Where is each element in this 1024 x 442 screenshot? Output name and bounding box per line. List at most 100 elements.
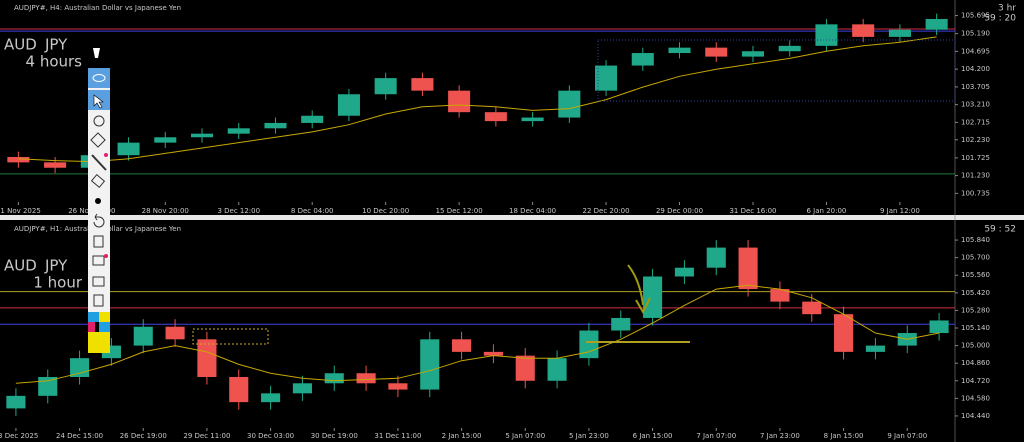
x-tick-label: 22 Dec 20:00: [583, 207, 630, 215]
x-tick-label: 30 Dec 19:00: [311, 432, 358, 440]
color-swatch[interactable]: [99, 312, 110, 322]
candle-body: [374, 78, 397, 95]
x-tick-label: 31 Dec 16:00: [729, 207, 776, 215]
toolbar-panel: [88, 68, 110, 353]
candle-body: [44, 162, 67, 168]
x-tick-label: 18 Dec 04:00: [509, 207, 556, 215]
candle-body: [154, 137, 177, 143]
candle-body: [70, 358, 90, 377]
x-tick-label: 9 Jan 12:00: [880, 207, 920, 215]
candle-body: [117, 142, 140, 156]
candle-body: [579, 330, 599, 359]
annotation-arrowhead: [635, 297, 651, 315]
x-tick-label: 3 Dec 12:00: [217, 207, 260, 215]
color-swatch[interactable]: [99, 322, 110, 332]
tool-icon[interactable]: [92, 276, 105, 287]
eye-icon: [92, 74, 106, 82]
moving-average: [15, 284, 940, 384]
tool-icon[interactable]: [90, 174, 106, 188]
y-tick-label: 102.230: [961, 136, 990, 144]
candle-body: [229, 377, 249, 403]
candle-body: [852, 24, 875, 37]
candle-body: [515, 355, 535, 381]
x-tick-label: 28 Nov 20:00: [142, 207, 189, 215]
y-tick-label: 102.715: [961, 118, 990, 126]
candle-body: [595, 65, 618, 91]
color-swatch[interactable]: [88, 322, 95, 332]
candle-body: [802, 301, 822, 315]
candle-body: [448, 90, 471, 113]
y-tick-label: 105.280: [961, 306, 990, 314]
tool-dot: [104, 254, 108, 258]
pen-icon[interactable]: [93, 48, 100, 58]
symbol-base: AUD: [4, 257, 37, 275]
symbol-quote: JPY: [44, 257, 68, 275]
y-tick-label: 105.140: [961, 324, 990, 332]
candle-body: [388, 383, 408, 390]
candle-body: [547, 358, 567, 381]
y-tick-label: 105.000: [961, 342, 990, 350]
candle-body: [925, 18, 948, 30]
candle-body: [483, 351, 503, 356]
y-tick-label: 100.735: [961, 189, 990, 197]
candle-body: [631, 53, 654, 66]
x-tick-label: 31 Dec 11:00: [374, 432, 421, 440]
x-tick-label: 5 Jan 07:00: [505, 432, 545, 440]
color-swatch[interactable]: [95, 322, 99, 332]
y-tick-label: 105.560: [961, 271, 990, 279]
candle-body: [558, 90, 581, 118]
color-swatch[interactable]: [88, 332, 110, 353]
zone-box: [192, 328, 269, 345]
symbol-quote: JPY: [44, 36, 68, 54]
cursor-icon: [93, 94, 104, 109]
y-tick-label: 105.695: [961, 12, 990, 20]
bar-timer: 59 : 52: [984, 225, 1016, 235]
candle-body: [197, 339, 217, 377]
tool-icon[interactable]: [90, 132, 106, 148]
candle-body: [834, 314, 854, 352]
tool-eye[interactable]: [88, 68, 110, 88]
tool-icon[interactable]: [93, 115, 105, 127]
candle-body: [301, 115, 324, 123]
candle-body: [611, 317, 631, 331]
candle-body: [6, 395, 26, 409]
tool-icon[interactable]: [92, 255, 105, 266]
x-tick-label: 29 Dec 00:00: [656, 207, 703, 215]
x-tick-label: 7 Jan 07:00: [696, 432, 736, 440]
x-tick-label: 9 Jan 07:00: [887, 432, 927, 440]
candle-body: [227, 128, 250, 134]
candle-body: [292, 383, 312, 394]
candle-body: [778, 45, 801, 52]
tool-icon[interactable]: [93, 294, 104, 307]
x-tick-label: 6 Jan 15:00: [633, 432, 673, 440]
bar-timer: 59 : 20: [984, 14, 1016, 24]
y-tick-label: 105.420: [961, 289, 990, 297]
timeframe: 4 hours: [26, 53, 83, 71]
candle-body: [411, 78, 434, 91]
tool-icon[interactable]: [93, 213, 105, 228]
color-swatch[interactable]: [88, 312, 99, 322]
y-tick-label: 105.840: [961, 236, 990, 244]
x-tick-label: 26 Dec 19:00: [120, 432, 167, 440]
symbol-base: AUD: [4, 36, 37, 54]
candle-body: [133, 326, 153, 346]
tool-icon[interactable]: [95, 198, 101, 204]
tool-icon[interactable]: [91, 154, 107, 171]
candle-body: [706, 247, 726, 268]
moving-average: [18, 36, 937, 163]
y-tick-label: 104.860: [961, 359, 990, 367]
tool-icon[interactable]: [93, 235, 104, 248]
zone-box: [597, 39, 956, 102]
timeframe: 1 hour: [33, 274, 83, 292]
x-tick-label: 29 Dec 11:00: [183, 432, 230, 440]
candle-body: [420, 339, 440, 390]
panel-separator: [0, 215, 1024, 220]
candle-body: [165, 326, 185, 340]
candle-body: [865, 345, 885, 352]
x-tick-label: 8 Dec 04:00: [291, 207, 334, 215]
y-tick-label: 103.210: [961, 101, 990, 109]
y-tick-label: 103.705: [961, 83, 990, 91]
candle-body: [521, 117, 544, 122]
